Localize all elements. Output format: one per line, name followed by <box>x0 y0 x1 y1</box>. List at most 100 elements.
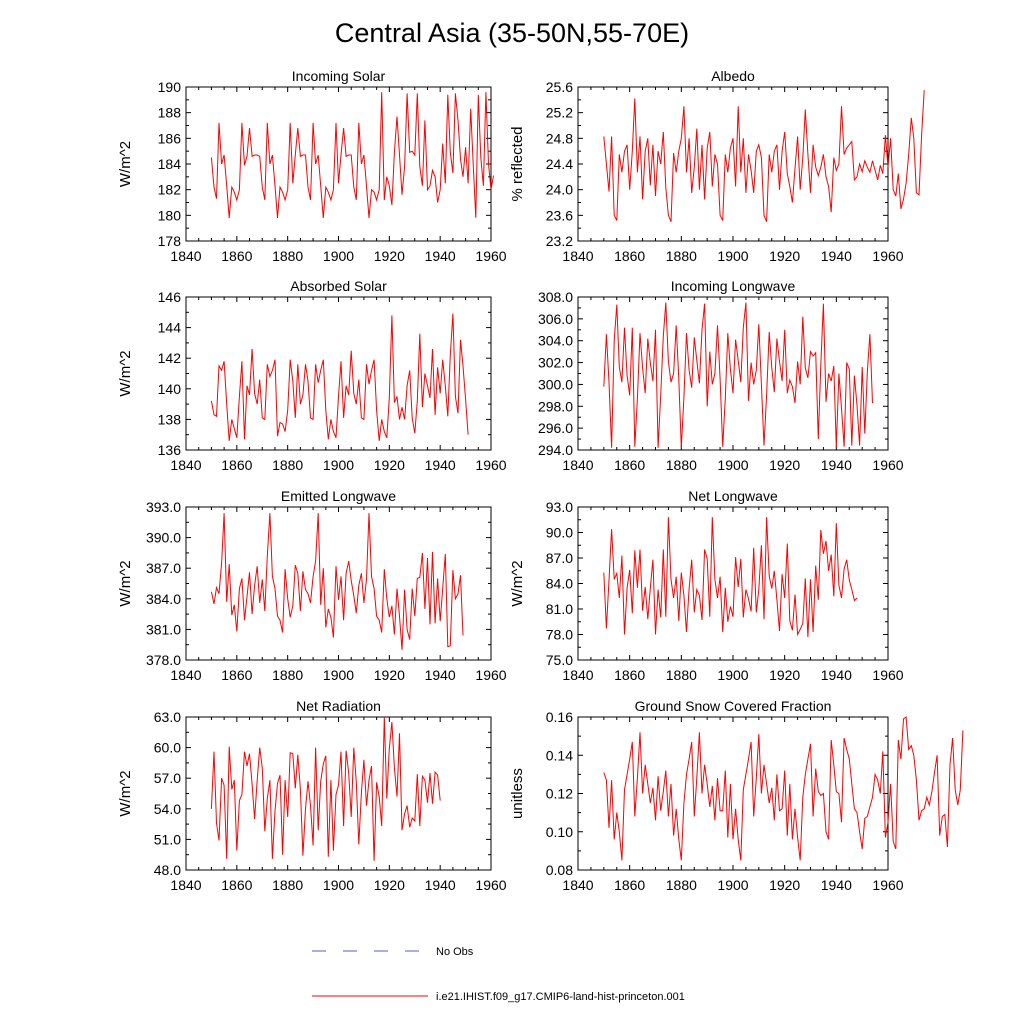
y-tick-label: 393.0 <box>146 499 181 515</box>
y-tick-label: 294.0 <box>538 442 573 458</box>
y-tick-label: 390.0 <box>146 530 181 546</box>
y-tick-label: 384.0 <box>146 591 181 607</box>
y-axis-label: W/m^2 <box>117 770 134 816</box>
x-tick-label: 1920 <box>374 667 405 683</box>
y-tick-label: 60.0 <box>154 740 181 756</box>
y-tick-label: 138 <box>158 411 182 427</box>
y-tick-label: 87.0 <box>546 550 573 566</box>
y-tick-label: 24.4 <box>546 156 573 172</box>
y-tick-label: 25.2 <box>546 105 573 121</box>
panel-title: Incoming Longwave <box>671 278 796 294</box>
x-tick-label: 1880 <box>666 248 697 264</box>
plot-frame <box>577 506 889 661</box>
y-axis-label: W/m^2 <box>117 560 134 606</box>
y-tick-label: 306.0 <box>538 311 573 327</box>
x-tick-label: 1960 <box>475 877 506 893</box>
y-tick-label: 308.0 <box>538 289 573 305</box>
y-tick-label: 180 <box>158 207 182 223</box>
x-tick-label: 1840 <box>170 248 201 264</box>
x-tick-label: 1860 <box>614 877 645 893</box>
series-line <box>210 716 441 861</box>
y-tick-label: 84.0 <box>546 576 573 592</box>
panel-net-longwave: Net Longwave W/m^2 1840 1860 1880 1900 1920 194… <box>509 488 904 683</box>
x-tick-label: 1880 <box>666 457 697 473</box>
y-tick-label: 63.0 <box>154 709 181 725</box>
y-tick-label: 0.14 <box>546 747 573 763</box>
y-tick-label: 23.6 <box>546 207 573 223</box>
x-tick-label: 1960 <box>475 457 506 473</box>
x-tick-label: 1960 <box>872 248 903 264</box>
x-tick-label: 1940 <box>821 667 852 683</box>
y-tick-label: 188 <box>158 105 182 121</box>
legend-label: No Obs <box>436 946 474 958</box>
plot-frame <box>185 716 492 871</box>
y-tick-label: 300.0 <box>538 376 573 392</box>
y-tick-label: 144 <box>158 320 182 336</box>
x-tick-label: 1840 <box>562 667 593 683</box>
x-tick-label: 1900 <box>323 248 354 264</box>
panel-incoming-longwave: Incoming Longwave 1840 1860 1880 1900 1920 194… <box>538 278 904 473</box>
y-tick-label: 378.0 <box>146 652 181 668</box>
x-tick-label: 1920 <box>769 457 800 473</box>
x-tick-label: 1900 <box>323 457 354 473</box>
x-tick-label: 1880 <box>666 667 697 683</box>
y-axis-label: % reflected <box>509 126 526 201</box>
legend: No Obs i.e21.IHIST.f09_g17.CMIP6-land-his… <box>312 946 685 1003</box>
panel-title: Albedo <box>711 68 755 84</box>
y-tick-label: 298.0 <box>538 398 573 414</box>
y-axis-label: W/m^2 <box>117 350 134 396</box>
y-tick-label: 184 <box>158 156 182 172</box>
y-tick-label: 75.0 <box>546 652 573 668</box>
panel-title: Absorbed Solar <box>290 278 387 294</box>
panel-albedo: Albedo % reflected 1840 1860 1880 1900 1920 194… <box>509 68 925 264</box>
y-tick-label: 0.12 <box>546 786 573 802</box>
x-tick-label: 1960 <box>872 457 903 473</box>
x-tick-label: 1940 <box>821 457 852 473</box>
panel-ground-snow-covered-fraction: Ground Snow Covered Fraction unitless 1840… <box>509 698 964 893</box>
y-axis-label: unitless <box>509 768 526 819</box>
x-tick-label: 1860 <box>614 248 645 264</box>
y-tick-label: 54.0 <box>154 801 181 817</box>
panel-title: Net Radiation <box>296 698 381 714</box>
y-tick-label: 78.0 <box>546 627 573 643</box>
panel-net-radiation: Net Radiation W/m^2 1840 1860 1880 1900 1920 19… <box>117 698 507 893</box>
panel-emitted-longwave: Emitted Longwave W/m^2 1840 1860 1880 1900 192… <box>117 488 507 683</box>
panel-title: Net Longwave <box>688 488 778 504</box>
y-tick-label: 381.0 <box>146 621 181 637</box>
y-tick-label: 296.0 <box>538 420 573 436</box>
x-tick-label: 1900 <box>717 248 748 264</box>
x-tick-label: 1860 <box>221 457 252 473</box>
series-line <box>603 302 873 448</box>
panel-title: Emitted Longwave <box>281 488 396 504</box>
x-tick-label: 1900 <box>717 877 748 893</box>
x-tick-label: 1900 <box>323 877 354 893</box>
y-axis-label: W/m^2 <box>509 560 526 606</box>
x-tick-label: 1960 <box>872 667 903 683</box>
x-tick-label: 1940 <box>821 248 852 264</box>
y-tick-label: 0.10 <box>546 824 573 840</box>
series-line <box>603 716 964 861</box>
x-tick-label: 1940 <box>425 248 456 264</box>
x-tick-label: 1860 <box>221 667 252 683</box>
plot-frame <box>185 506 492 661</box>
y-tick-label: 304.0 <box>538 333 573 349</box>
x-tick-label: 1840 <box>562 877 593 893</box>
plot-frame <box>577 296 889 451</box>
plot-frame <box>185 86 492 242</box>
x-tick-label: 1920 <box>374 457 405 473</box>
x-tick-label: 1900 <box>717 667 748 683</box>
series-line <box>210 92 494 218</box>
y-tick-label: 302.0 <box>538 355 573 371</box>
y-tick-label: 387.0 <box>146 560 181 576</box>
y-tick-label: 136 <box>158 442 182 458</box>
y-tick-label: 23.2 <box>546 233 573 249</box>
x-tick-label: 1880 <box>272 457 303 473</box>
legend-label: i.e21.IHIST.f09_g17.CMIP6-land-hist-prin… <box>436 991 685 1003</box>
x-tick-label: 1960 <box>872 877 903 893</box>
y-tick-label: 0.08 <box>546 862 573 878</box>
series-line <box>210 513 464 650</box>
x-tick-label: 1940 <box>821 877 852 893</box>
x-tick-label: 1840 <box>562 248 593 264</box>
x-tick-label: 1840 <box>170 667 201 683</box>
x-tick-label: 1860 <box>221 248 252 264</box>
